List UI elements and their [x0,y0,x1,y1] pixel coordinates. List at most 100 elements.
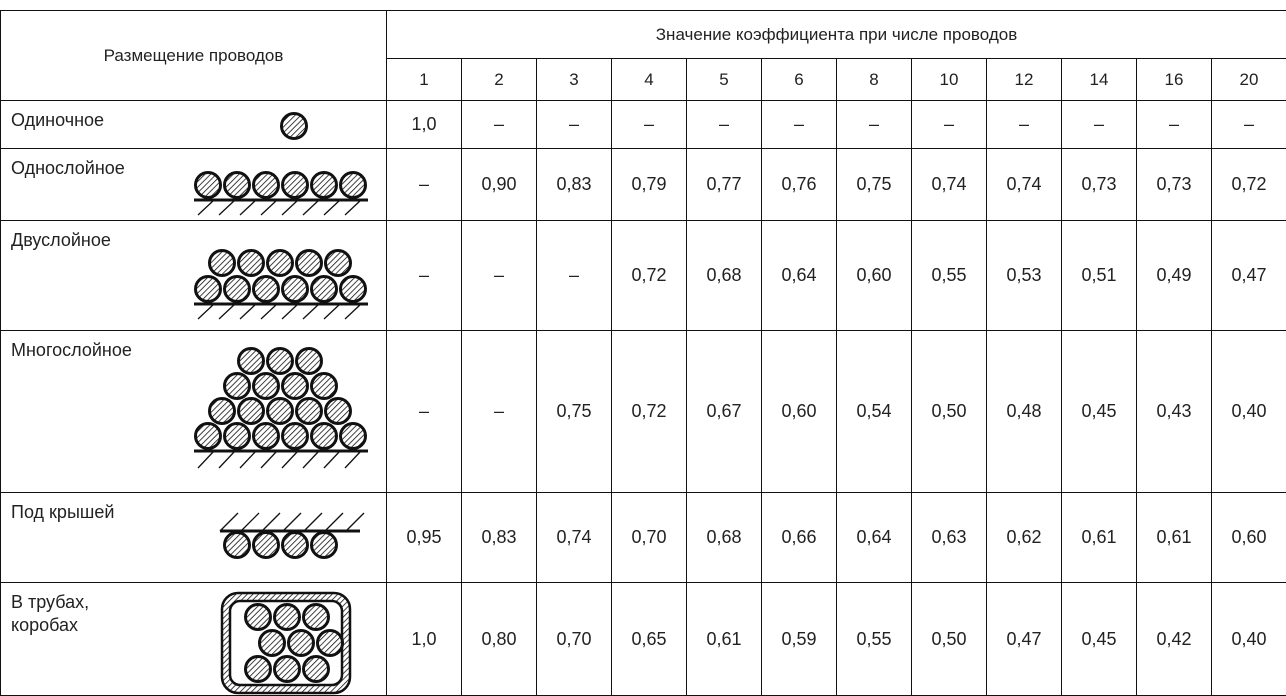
count-header: 16 [1137,59,1212,101]
value-cell: – [537,221,612,331]
placement-cell: Многослойное [1,331,387,493]
value-cell: 0,83 [462,493,537,583]
value-cell: 0,40 [1212,583,1286,696]
count-header: 3 [537,59,612,101]
placement-cell: Однослойное [1,149,387,221]
placement-cell: Двуслойное [1,221,387,331]
value-cell: – [912,101,987,149]
wire-icon [190,149,380,221]
value-cell: 0,50 [912,583,987,696]
coefficient-table: Размещение проводов Значение коэффициент… [0,10,1286,696]
value-cell: 0,61 [1062,493,1137,583]
value-cell: 0,73 [1137,149,1212,221]
value-cell: – [837,101,912,149]
placement-cell: В трубах, коробах [1,583,387,696]
value-cell: 0,75 [537,331,612,493]
value-cell: 0,49 [1137,221,1212,331]
value-cell: 0,75 [837,149,912,221]
value-cell: 0,63 [912,493,987,583]
placement-label: В трубах, коробах [11,591,151,637]
placement-label: Под крышей [11,501,151,524]
value-cell: 0,47 [987,583,1062,696]
value-cell: 0,72 [612,221,687,331]
value-cell: – [687,101,762,149]
count-header: 6 [762,59,837,101]
wire-icon [190,493,380,583]
placement-label: Двуслойное [11,229,151,252]
value-cell: 0,61 [1137,493,1212,583]
value-cell: 0,55 [837,583,912,696]
value-cell: 0,60 [762,331,837,493]
value-cell: 0,72 [1212,149,1286,221]
value-cell: 0,48 [987,331,1062,493]
wire-icon [190,221,380,331]
value-cell: 0,70 [612,493,687,583]
value-cell: 0,55 [912,221,987,331]
value-cell: 0,40 [1212,331,1286,493]
value-cell: 0,76 [762,149,837,221]
value-cell: 0,60 [837,221,912,331]
count-header: 8 [837,59,912,101]
value-cell: 0,42 [1137,583,1212,696]
value-cell: – [612,101,687,149]
placement-label: Многослойное [11,339,151,362]
value-cell: 0,62 [987,493,1062,583]
value-cell: 0,70 [537,583,612,696]
value-cell: – [987,101,1062,149]
value-cell: 0,95 [387,493,462,583]
value-cell: 0,43 [1137,331,1212,493]
count-header: 14 [1062,59,1137,101]
value-cell: 0,64 [837,493,912,583]
value-cell: 0,64 [762,221,837,331]
value-cell: – [762,101,837,149]
value-cell: 0,90 [462,149,537,221]
count-header: 1 [387,59,462,101]
value-cell: 0,74 [987,149,1062,221]
value-cell: – [462,221,537,331]
value-cell: 0,77 [687,149,762,221]
placement-cell: Одиночное [1,101,387,149]
value-cell: 0,61 [687,583,762,696]
value-cell: 0,73 [1062,149,1137,221]
placement-label: Однослойное [11,157,151,180]
value-cell: 0,65 [612,583,687,696]
value-cell: 0,68 [687,493,762,583]
value-cell: 0,83 [537,149,612,221]
value-cell: 0,68 [687,221,762,331]
value-cell: 0,66 [762,493,837,583]
wire-icon [190,101,380,149]
value-cell: – [1137,101,1212,149]
value-cell: 0,67 [687,331,762,493]
value-cell: 0,79 [612,149,687,221]
value-cell: – [462,331,537,493]
value-cell: 1,0 [387,101,462,149]
value-cell: 0,54 [837,331,912,493]
value-cell: 0,59 [762,583,837,696]
value-cell: – [1062,101,1137,149]
value-cell: 0,51 [1062,221,1137,331]
value-cell: 0,60 [1212,493,1286,583]
value-cell: – [387,221,462,331]
count-header: 2 [462,59,537,101]
value-cell: 0,47 [1212,221,1286,331]
value-cell: 0,50 [912,331,987,493]
placement-cell: Под крышей [1,493,387,583]
count-header: 5 [687,59,762,101]
value-cell: 0,53 [987,221,1062,331]
placement-label: Одиночное [11,109,151,132]
value-cell: – [462,101,537,149]
value-cell: 0,74 [537,493,612,583]
value-cell: – [387,331,462,493]
wire-icon [190,583,380,696]
count-header: 12 [987,59,1062,101]
value-cell: 0,74 [912,149,987,221]
count-header: 4 [612,59,687,101]
wire-icon [190,331,380,493]
value-cell: 0,45 [1062,331,1137,493]
